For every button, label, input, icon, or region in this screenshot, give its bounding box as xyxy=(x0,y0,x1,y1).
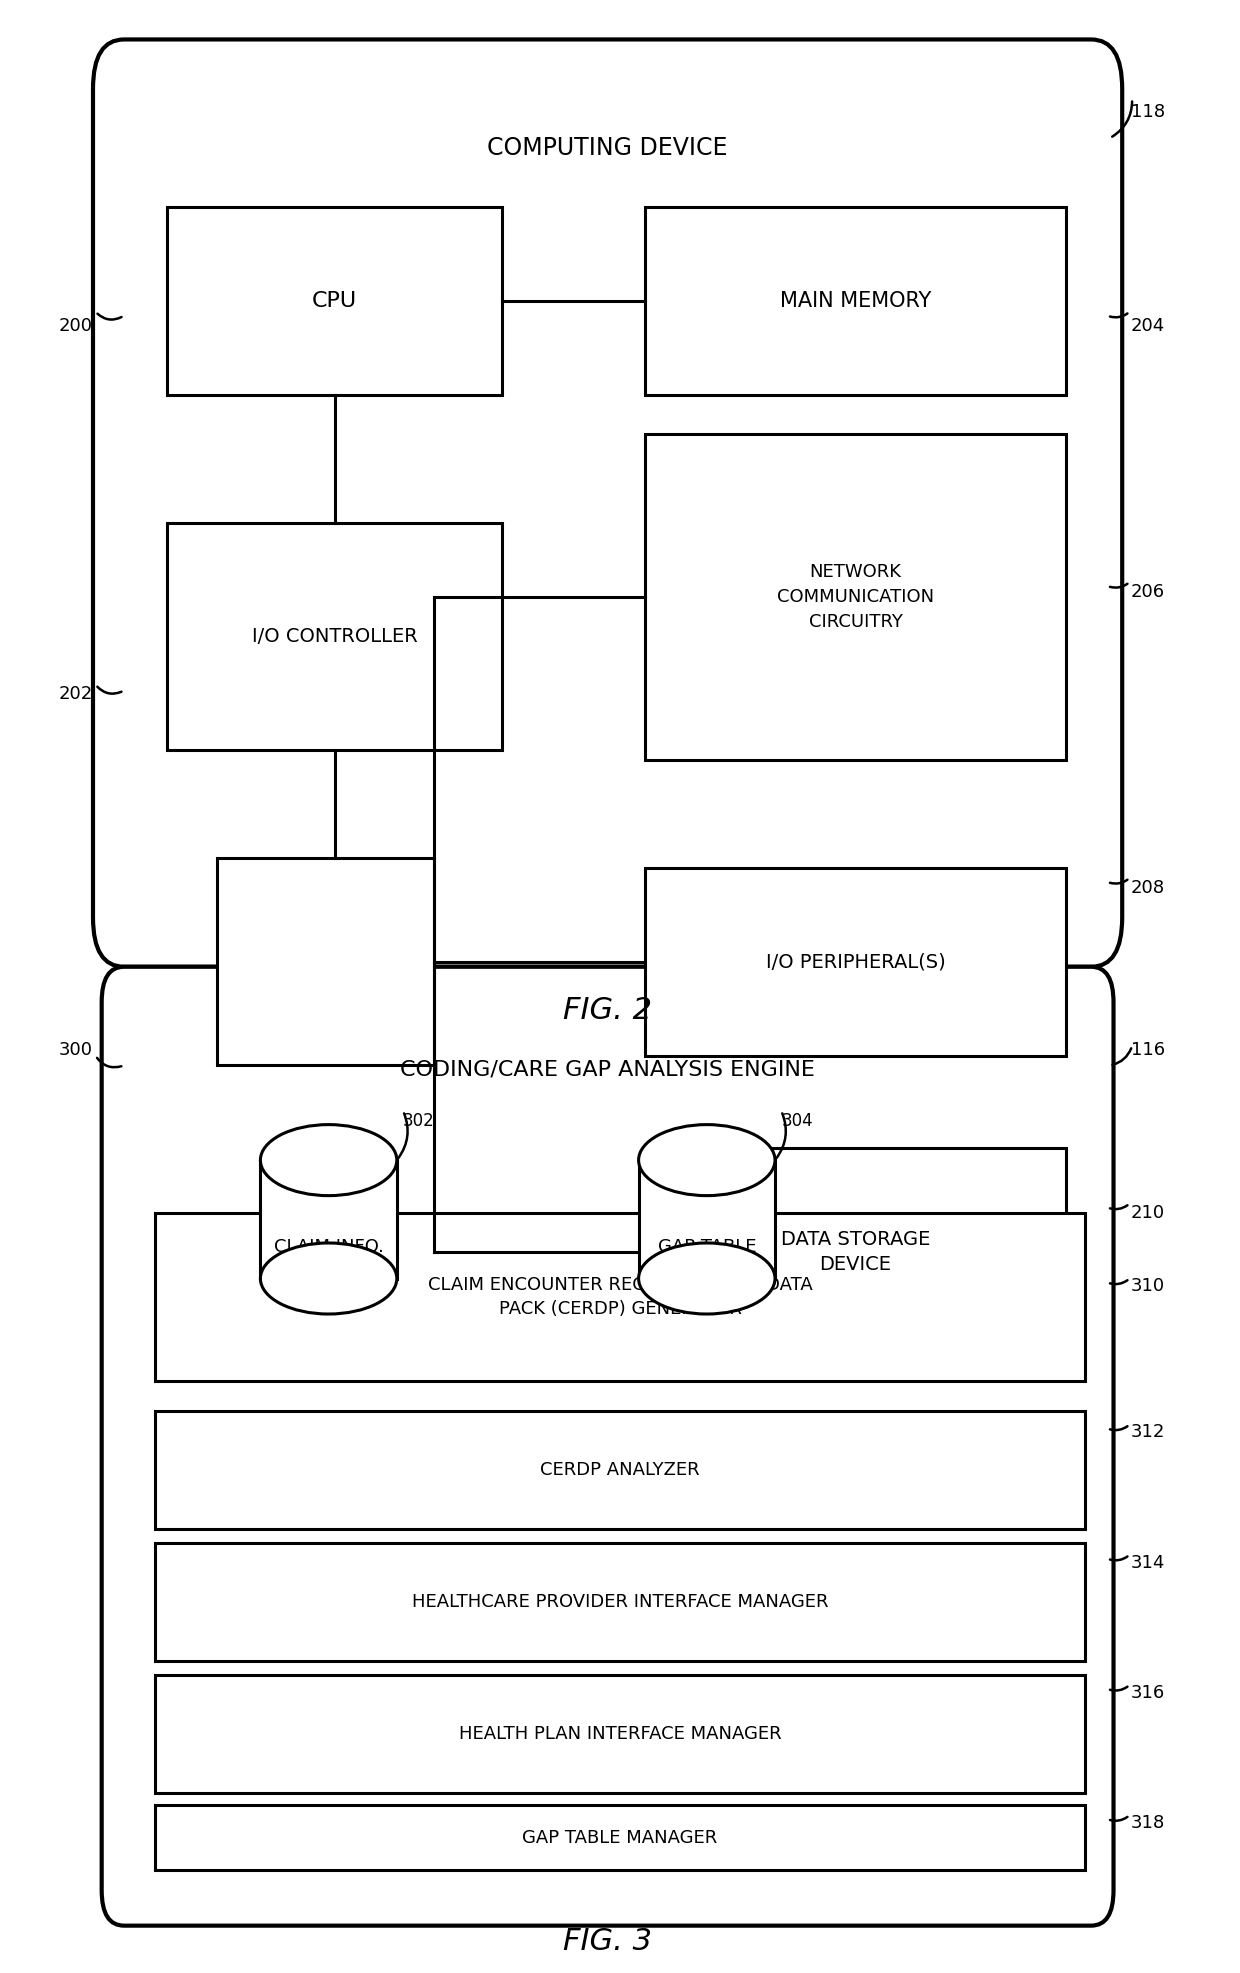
FancyBboxPatch shape xyxy=(217,858,434,1065)
FancyBboxPatch shape xyxy=(102,967,1114,1926)
FancyBboxPatch shape xyxy=(645,868,1066,1056)
Bar xyxy=(639,1160,775,1279)
Text: 316: 316 xyxy=(1131,1683,1166,1703)
Text: 310: 310 xyxy=(1131,1277,1166,1296)
Text: 206: 206 xyxy=(1131,582,1166,602)
Text: CLAIM INFO.
DATABASE: CLAIM INFO. DATABASE xyxy=(274,1237,383,1280)
Text: DATA STORAGE
DEVICE: DATA STORAGE DEVICE xyxy=(781,1229,930,1275)
FancyBboxPatch shape xyxy=(155,1411,1085,1529)
Text: HEALTH PLAN INTERFACE MANAGER: HEALTH PLAN INTERFACE MANAGER xyxy=(459,1724,781,1744)
Text: GAP TABLE MANAGER: GAP TABLE MANAGER xyxy=(522,1829,718,1847)
FancyBboxPatch shape xyxy=(645,1148,1066,1355)
Text: 202: 202 xyxy=(58,685,93,704)
FancyBboxPatch shape xyxy=(155,1675,1085,1793)
FancyBboxPatch shape xyxy=(167,523,502,750)
Text: 318: 318 xyxy=(1131,1813,1166,1833)
Text: I/O PERIPHERAL(S): I/O PERIPHERAL(S) xyxy=(766,953,945,971)
Text: COMPUTING DEVICE: COMPUTING DEVICE xyxy=(487,136,728,160)
FancyBboxPatch shape xyxy=(93,39,1122,967)
Ellipse shape xyxy=(260,1243,397,1314)
Bar xyxy=(260,1160,397,1279)
Text: CLAIM ENCOUNTER RECONCILIATION DATA
PACK (CERDP) GENERATOR: CLAIM ENCOUNTER RECONCILIATION DATA PACK… xyxy=(428,1277,812,1318)
Ellipse shape xyxy=(639,1243,775,1314)
Text: 208: 208 xyxy=(1131,878,1166,898)
Text: 210: 210 xyxy=(1131,1204,1166,1223)
Text: CPU: CPU xyxy=(312,290,357,312)
Text: MAIN MEMORY: MAIN MEMORY xyxy=(780,290,931,312)
Text: HEALTHCARE PROVIDER INTERFACE MANAGER: HEALTHCARE PROVIDER INTERFACE MANAGER xyxy=(412,1592,828,1612)
Text: 302: 302 xyxy=(403,1111,435,1131)
Text: 314: 314 xyxy=(1131,1553,1166,1572)
Text: 304: 304 xyxy=(781,1111,813,1131)
Text: 200: 200 xyxy=(60,316,93,335)
Text: FIG. 2: FIG. 2 xyxy=(563,996,652,1024)
Text: NETWORK
COMMUNICATION
CIRCUITRY: NETWORK COMMUNICATION CIRCUITRY xyxy=(777,562,934,631)
Ellipse shape xyxy=(260,1125,397,1196)
FancyBboxPatch shape xyxy=(645,207,1066,395)
Text: FIG. 3: FIG. 3 xyxy=(563,1928,652,1955)
Text: CERDP ANALYZER: CERDP ANALYZER xyxy=(541,1460,699,1480)
FancyBboxPatch shape xyxy=(155,1805,1085,1870)
FancyBboxPatch shape xyxy=(645,434,1066,760)
FancyBboxPatch shape xyxy=(155,1213,1085,1381)
Text: I/O CONTROLLER: I/O CONTROLLER xyxy=(252,627,418,645)
Text: GAP TABLE
DATABASE: GAP TABLE DATABASE xyxy=(657,1237,756,1280)
Text: 312: 312 xyxy=(1131,1423,1166,1442)
Ellipse shape xyxy=(639,1125,775,1196)
Text: 116: 116 xyxy=(1131,1040,1166,1060)
Text: 118: 118 xyxy=(1131,103,1166,122)
FancyBboxPatch shape xyxy=(167,207,502,395)
Text: 204: 204 xyxy=(1131,316,1166,335)
Text: 300: 300 xyxy=(60,1040,93,1060)
FancyBboxPatch shape xyxy=(155,1543,1085,1661)
Text: CODING/CARE GAP ANALYSIS ENGINE: CODING/CARE GAP ANALYSIS ENGINE xyxy=(401,1060,815,1079)
